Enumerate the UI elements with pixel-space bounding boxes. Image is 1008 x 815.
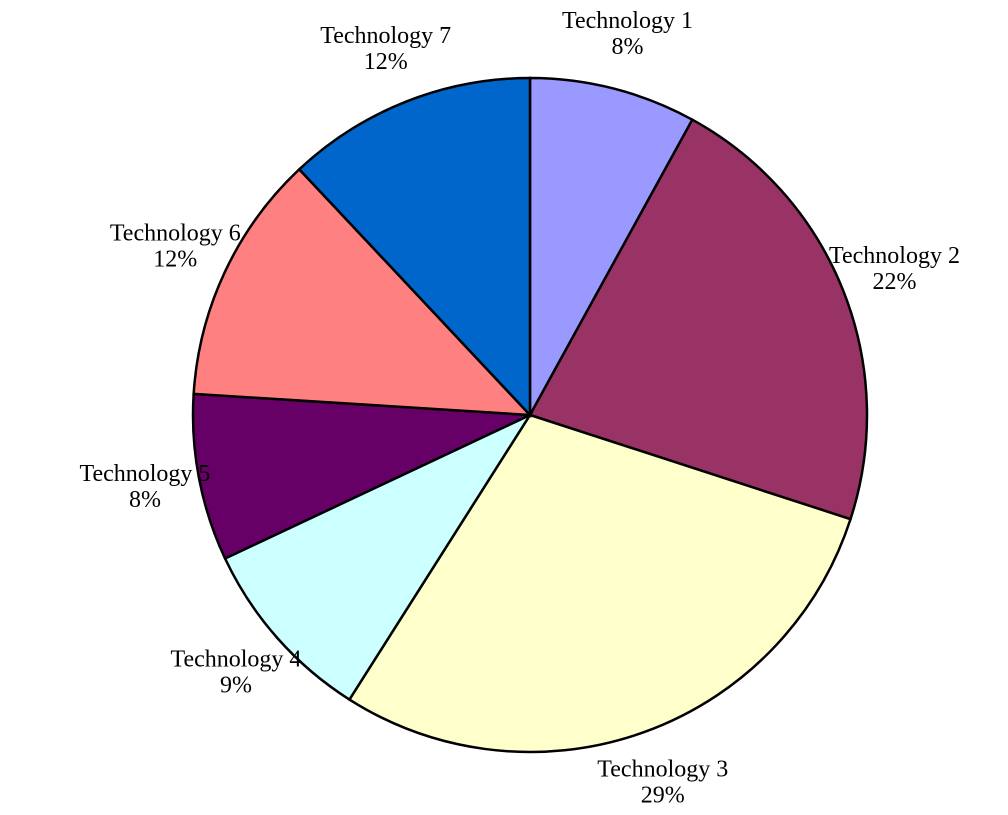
slice-value-label: 12% xyxy=(153,247,197,273)
slice-value-label: 12% xyxy=(364,49,408,75)
slice-value-label: 22% xyxy=(872,269,916,295)
slice-label: Technology 6 xyxy=(110,221,241,247)
slice-value-label: 9% xyxy=(220,673,252,699)
pie-slice xyxy=(191,392,531,561)
pie-slice xyxy=(192,167,534,417)
slice-label: Technology 4 xyxy=(170,647,301,673)
slice-label: Technology 5 xyxy=(79,461,210,487)
slice-value-label: 8% xyxy=(611,34,643,60)
pie-slice xyxy=(347,413,853,754)
pie-slice xyxy=(528,76,695,416)
slice-label: Technology 3 xyxy=(597,756,728,782)
slice-label: Technology 2 xyxy=(829,243,960,269)
slice-value-label: 29% xyxy=(641,782,685,808)
pie-slice xyxy=(528,117,869,521)
slice-value-label: 8% xyxy=(129,487,161,513)
pie-slice xyxy=(223,412,534,702)
pie-slice xyxy=(297,76,532,419)
slice-label: Technology 7 xyxy=(320,23,451,49)
slice-label: Technology 1 xyxy=(562,8,693,34)
